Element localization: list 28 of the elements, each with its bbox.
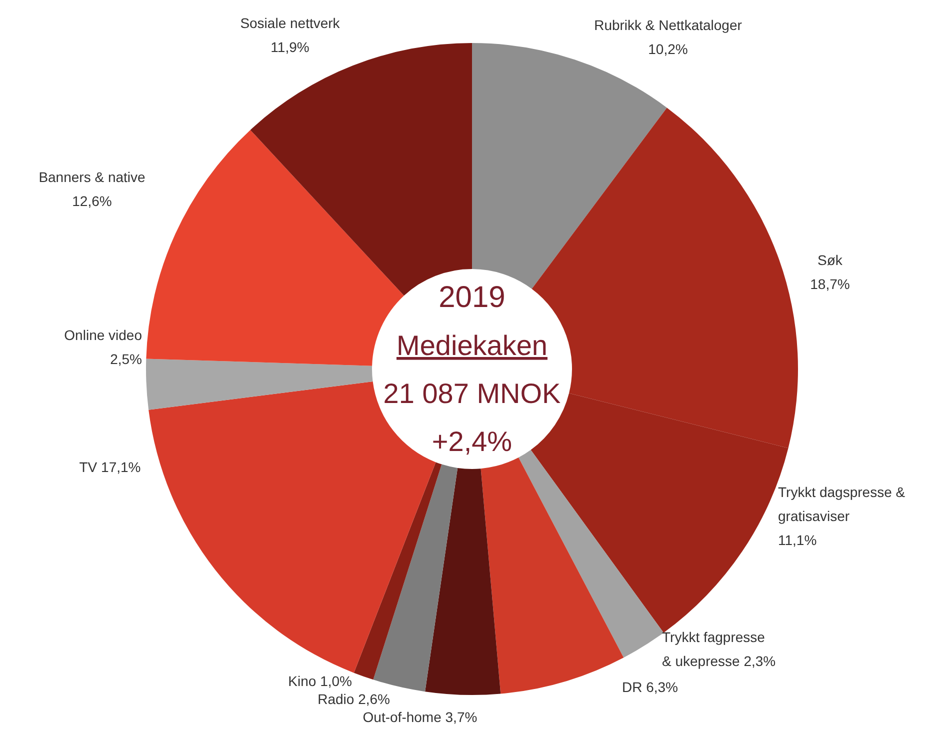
text: 21 087 MNOK xyxy=(383,378,562,409)
slice-label: Trykkt dagspresse & gratisaviser xyxy=(778,484,906,524)
donut-slice xyxy=(518,450,664,658)
slice-label: Kino 1,0% xyxy=(288,673,352,689)
donut-slice xyxy=(354,462,442,680)
slice-label: TV 17,1% xyxy=(79,459,141,475)
slice-label: Banners & native xyxy=(38,169,146,185)
slice-label: Rubrikk & Nettkataloger xyxy=(594,17,742,33)
slice-label: Sosiale nettverk xyxy=(240,15,341,31)
slice-label: Søk xyxy=(818,252,844,268)
data-label: 11,1% xyxy=(778,532,817,548)
donut-slice xyxy=(480,458,624,694)
donut-slice xyxy=(373,464,458,692)
slice-label: DR 6,3% xyxy=(622,679,678,695)
text: 2019 xyxy=(438,281,506,314)
slice-label: Trykkt fagpresse & ukepresse 2,3% xyxy=(662,629,776,669)
text: +2,4% xyxy=(432,426,512,457)
data-label: 11,9% xyxy=(270,39,310,55)
data-label: 2,5% xyxy=(110,351,142,367)
data-label: 18,7% xyxy=(810,276,850,292)
slice-label: Radio 2,6% xyxy=(318,691,390,707)
donut-slice xyxy=(425,468,501,695)
slice-label: Online video xyxy=(64,327,142,343)
slice-label: Out-of-home 3,7% xyxy=(362,709,478,725)
donut-slice xyxy=(146,358,373,410)
data-label: 12,6% xyxy=(72,193,112,209)
data-label: 10,2% xyxy=(648,41,688,57)
text: Mediekaken xyxy=(396,330,548,361)
